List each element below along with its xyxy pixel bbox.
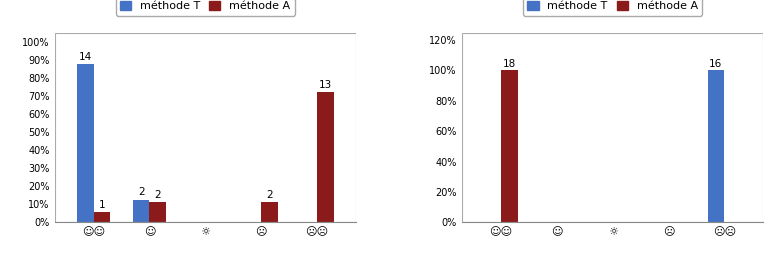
Text: 16: 16 xyxy=(710,59,723,69)
Legend: méthode T, méthode A: méthode T, méthode A xyxy=(116,0,295,16)
Text: 2: 2 xyxy=(138,188,144,198)
Bar xyxy=(261,202,278,222)
Text: 2: 2 xyxy=(266,190,273,200)
Bar xyxy=(93,212,111,222)
Text: 13: 13 xyxy=(319,80,332,90)
Text: 18: 18 xyxy=(502,59,516,69)
Bar xyxy=(77,64,93,222)
Text: 14: 14 xyxy=(79,52,92,62)
Text: 2: 2 xyxy=(154,190,161,200)
Bar xyxy=(132,200,150,222)
Bar xyxy=(707,70,724,222)
Legend: méthode T, méthode A: méthode T, méthode A xyxy=(523,0,702,16)
Bar xyxy=(150,202,166,222)
Text: 1: 1 xyxy=(99,200,105,210)
Bar xyxy=(501,70,517,222)
Bar xyxy=(317,92,334,222)
